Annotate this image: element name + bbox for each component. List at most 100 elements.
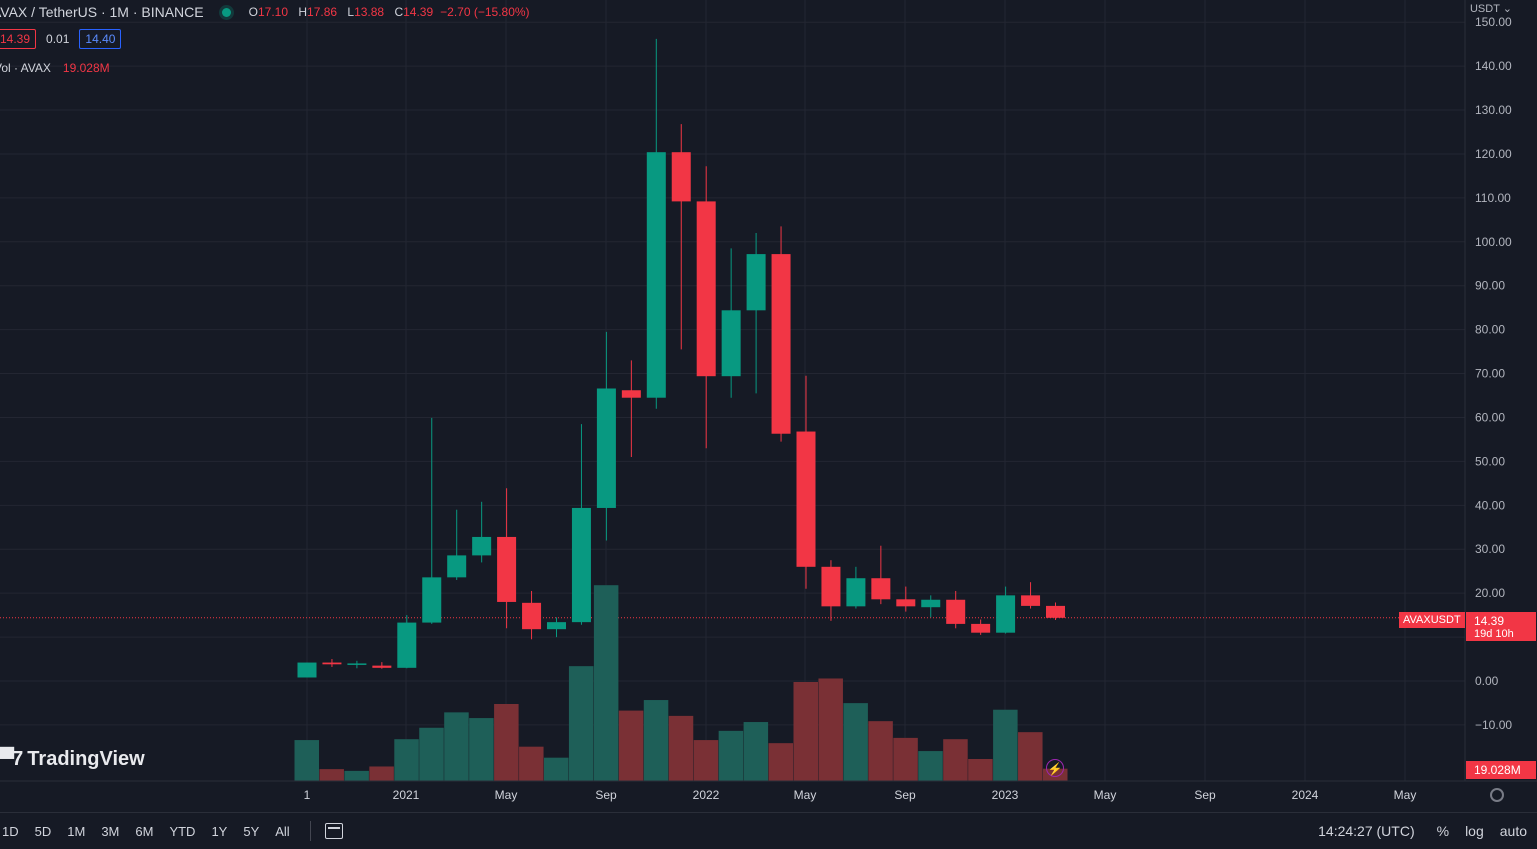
volume-bar <box>394 739 419 781</box>
candle-body <box>596 388 616 508</box>
auto-scale-toggle[interactable]: auto <box>1499 823 1527 839</box>
percent-scale-toggle[interactable]: % <box>1436 823 1450 839</box>
x-tick-label: May <box>495 788 518 802</box>
x-tick-label: May <box>1394 788 1417 802</box>
timeframe-1y[interactable]: 1Y <box>211 823 228 839</box>
candle-body <box>796 431 816 567</box>
candle <box>547 617 566 638</box>
volume-bar <box>943 739 968 781</box>
volume-bars <box>294 585 1068 781</box>
close-value: 14.39 <box>403 5 434 19</box>
candle <box>821 560 841 621</box>
settings-gear-icon[interactable] <box>1490 788 1504 802</box>
candle <box>846 566 866 609</box>
volume-value: 19.028M <box>62 61 110 75</box>
candles <box>297 38 1065 678</box>
volume-bar <box>593 585 619 781</box>
open-value: 17.10 <box>257 5 288 19</box>
candle-body <box>1046 605 1065 618</box>
symbol-title[interactable]: AVAX / TetherUS · 1M · BINANCE <box>0 4 204 20</box>
y-tick-label: 90.00 <box>1475 279 1505 293</box>
candle <box>1046 602 1065 621</box>
last-price-tag: 14.39 19d 10h <box>1466 612 1536 641</box>
candle <box>646 38 666 409</box>
lightning-icon[interactable]: ⚡ <box>1046 759 1064 777</box>
candle <box>372 662 392 669</box>
volume-bar <box>369 766 394 781</box>
volume-label[interactable]: Vol · AVAX <box>0 61 51 75</box>
timeframe-1m[interactable]: 1M <box>67 823 86 839</box>
x-tick-label: Sep <box>894 788 916 802</box>
volume-bar <box>643 700 669 781</box>
calendar-icon[interactable] <box>324 823 343 839</box>
volume-bar <box>918 751 943 781</box>
candle <box>671 124 691 350</box>
log-scale-toggle[interactable]: log <box>1465 823 1484 839</box>
volume-bar <box>818 678 843 781</box>
sell-price-button[interactable]: 14.39 <box>0 29 37 49</box>
y-tick-label: 150.00 <box>1475 15 1512 29</box>
tradingview-logo-icon: ▀7 <box>0 748 23 770</box>
high-value: 17.86 <box>307 5 338 19</box>
volume-tag: 19.028M <box>1466 761 1536 779</box>
timeframe-3m[interactable]: 3M <box>101 823 120 839</box>
candle-body <box>696 201 716 377</box>
volume-bar <box>768 743 794 781</box>
candle <box>571 424 591 625</box>
candle-body <box>821 566 841 607</box>
candle-body <box>746 254 766 311</box>
timeframe-1d[interactable]: 1D <box>2 823 19 839</box>
candle-body <box>1021 595 1041 606</box>
y-tick-label: 140.00 <box>1475 59 1512 73</box>
x-tick-label: 2023 <box>992 788 1019 802</box>
price-chart[interactable]: 150.00140.00130.00120.00110.00100.0090.0… <box>0 0 1537 812</box>
volume-legend: Vol · AVAX 19.028M <box>0 61 110 75</box>
candle <box>971 619 991 635</box>
candle <box>921 595 941 618</box>
candle <box>347 660 367 669</box>
buy-price-button[interactable]: 14.40 <box>79 29 122 49</box>
bid-ask-row: 14.39 0.01 14.40 <box>0 29 122 49</box>
y-tick-label: 30.00 <box>1475 542 1505 556</box>
utc-clock[interactable]: 14:24:27 (UTC) <box>1318 823 1415 839</box>
candle-body <box>422 577 442 623</box>
candle-body <box>846 578 866 607</box>
y-tick-label: 80.00 <box>1475 323 1505 337</box>
y-tick-label: 70.00 <box>1475 367 1505 381</box>
symbol-legend: AVAX / TetherUS · 1M · BINANCE O17.10 H1… <box>0 4 537 20</box>
candle-body <box>896 599 916 607</box>
timeframe-all[interactable]: All <box>275 823 290 839</box>
timeframe-ytd[interactable]: YTD <box>169 823 196 839</box>
candle <box>746 233 766 394</box>
volume-bar <box>469 718 494 781</box>
candle-body <box>996 595 1016 633</box>
candle <box>696 166 716 449</box>
candle <box>447 509 467 580</box>
candle-body <box>721 310 741 377</box>
ohlc-values: O17.10 H17.86 L13.88 C14.39 −2.70 (−15.80… <box>248 5 530 19</box>
timeframe-6m[interactable]: 6M <box>135 823 154 839</box>
candle <box>322 659 342 667</box>
low-value: 13.88 <box>354 5 385 19</box>
candle <box>422 417 442 624</box>
candle-body <box>646 152 666 398</box>
candle <box>397 615 417 669</box>
candle-body <box>322 662 342 665</box>
y-tick-label: 0.00 <box>1475 674 1499 688</box>
chevron-down-icon: ⌄ <box>1502 3 1512 15</box>
candle-body <box>397 622 417 668</box>
candle <box>771 226 791 442</box>
candle-body <box>871 578 891 600</box>
x-tick-label: Sep <box>595 788 617 802</box>
candle <box>996 586 1016 634</box>
volume-bar <box>993 709 1018 781</box>
timeframe-5d[interactable]: 5D <box>34 823 52 839</box>
x-tick-label: 1 <box>304 788 311 802</box>
candle-body <box>621 390 641 398</box>
y-tick-label: 120.00 <box>1475 147 1512 161</box>
volume-bar <box>419 727 444 781</box>
candle-body <box>472 536 492 556</box>
timeframe-5y[interactable]: 5Y <box>243 823 260 839</box>
tradingview-logo[interactable]: ▀7 TradingView <box>0 748 145 770</box>
currency-selector[interactable]: USDT ⌄ <box>1469 3 1512 15</box>
